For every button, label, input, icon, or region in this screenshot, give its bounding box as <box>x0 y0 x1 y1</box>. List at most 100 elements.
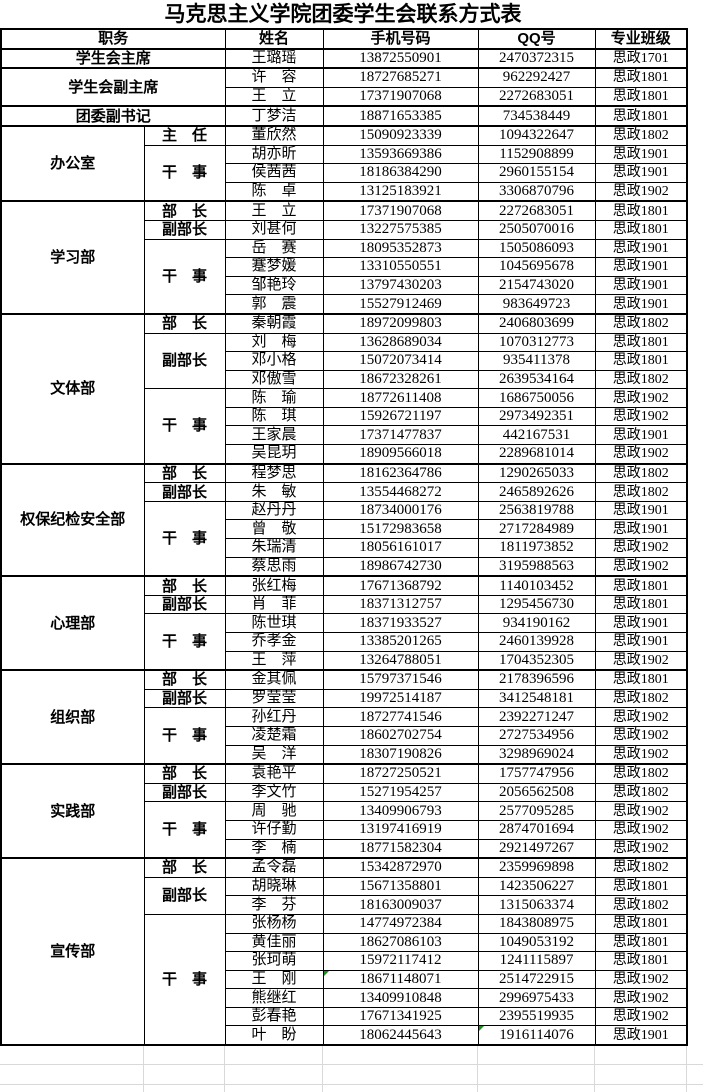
cell-phone[interactable]: 17371907068 <box>322 200 479 221</box>
cell-role[interactable]: 副部长 <box>143 482 226 502</box>
cell-class[interactable]: 思政1801 <box>594 67 688 88</box>
cell-qq[interactable]: 2272683051 <box>477 86 596 107</box>
cell-qq[interactable]: 2460139928 <box>477 632 596 652</box>
cell-name[interactable]: 张杨杨 <box>224 913 324 934</box>
cell-class[interactable]: 思政1802 <box>594 312 688 334</box>
cell-class[interactable]: 思政1902 <box>594 819 688 840</box>
cell-phone[interactable]: 13797430203 <box>322 275 479 296</box>
cell-qq[interactable]: 2921497267 <box>477 838 596 859</box>
cell-name[interactable]: 刘甚何 <box>224 219 324 240</box>
cell-name[interactable]: 侯茜茜 <box>224 163 324 183</box>
cell-qq[interactable]: 2973492351 <box>477 406 596 427</box>
cell-qq[interactable]: 2505070016 <box>477 219 596 240</box>
cell-role[interactable]: 干 事 <box>143 500 226 577</box>
cell-phone[interactable]: 13197416919 <box>322 819 479 840</box>
cell-qq[interactable]: 3412548181 <box>477 688 596 709</box>
cell-qq[interactable]: 1505086093 <box>477 238 596 259</box>
cell-name[interactable]: 孙红丹 <box>224 707 324 727</box>
cell-class[interactable]: 思政1802 <box>594 782 688 803</box>
cell-name[interactable]: 岳 赛 <box>224 238 324 259</box>
cell-phone[interactable]: 18307190826 <box>322 744 479 765</box>
cell-class[interactable]: 思政1802 <box>594 369 688 390</box>
cell-qq[interactable]: 3298969024 <box>477 744 596 765</box>
cell-class[interactable]: 思政1901 <box>594 632 688 652</box>
cell-qq[interactable]: 2563819788 <box>477 500 596 521</box>
cell-qq[interactable]: 1704352305 <box>477 650 596 671</box>
cell-phone[interactable]: 18186384290 <box>322 163 479 183</box>
cell-phone[interactable]: 13310550551 <box>322 257 479 277</box>
cell-qq[interactable]: 1843808975 <box>477 913 596 934</box>
cell-phone[interactable]: 18986742730 <box>322 556 479 577</box>
cell-role[interactable]: 干 事 <box>143 707 226 765</box>
cell-qq[interactable]: 1295456730 <box>477 594 596 615</box>
cell-class[interactable]: 思政1902 <box>594 406 688 427</box>
cell-qq[interactable]: 3195988563 <box>477 556 596 577</box>
cell-phone[interactable]: 18909566018 <box>322 444 479 465</box>
cell-phone[interactable]: 19972514187 <box>322 688 479 709</box>
cell-position[interactable]: 学习部 <box>0 200 145 315</box>
cell-name[interactable]: 张珂萌 <box>224 951 324 971</box>
header-col-phone[interactable]: 手机号码 <box>322 28 479 50</box>
cell-phone[interactable]: 18727741546 <box>322 707 479 727</box>
cell-name[interactable]: 金其佩 <box>224 669 324 690</box>
cell-class[interactable]: 思政1801 <box>594 200 688 221</box>
cell-qq[interactable]: 1140103452 <box>477 575 596 596</box>
cell-phone[interactable]: 15342872970 <box>322 857 479 878</box>
cell-phone[interactable]: 15797371546 <box>322 669 479 690</box>
cell-class[interactable]: 思政1701 <box>594 47 688 69</box>
cell-phone[interactable]: 15090923339 <box>322 124 479 146</box>
cell-qq[interactable]: 2470372315 <box>477 47 596 69</box>
cell-class[interactable]: 思政1901 <box>594 500 688 521</box>
cell-class[interactable]: 思政1902 <box>594 988 688 1008</box>
cell-class[interactable]: 思政1902 <box>594 538 688 558</box>
cell-class[interactable]: 思政1801 <box>594 876 688 897</box>
cell-phone[interactable]: 18162364786 <box>322 462 479 484</box>
cell-position[interactable]: 组织部 <box>0 669 145 765</box>
cell-qq[interactable]: 1290265033 <box>477 462 596 484</box>
cell-name[interactable]: 陈 瑜 <box>224 388 324 408</box>
cell-qq[interactable]: 2178396596 <box>477 669 596 690</box>
cell-class[interactable]: 思政1901 <box>594 163 688 183</box>
cell-role[interactable]: 部 长 <box>143 200 226 221</box>
cell-qq[interactable]: 2289681014 <box>477 444 596 465</box>
cell-role[interactable]: 副部长 <box>143 782 226 803</box>
cell-class[interactable]: 思政1802 <box>594 124 688 146</box>
cell-name[interactable]: 李文竹 <box>224 782 324 803</box>
cell-phone[interactable]: 15271954257 <box>322 782 479 803</box>
cell-phone[interactable]: 13872550901 <box>322 47 479 69</box>
cell-role[interactable]: 部 长 <box>143 763 226 784</box>
cell-qq[interactable]: 1094322647 <box>477 124 596 146</box>
cell-phone[interactable]: 15671358801 <box>322 876 479 897</box>
cell-class[interactable]: 思政1901 <box>594 238 688 259</box>
cell-name[interactable]: 陈 琪 <box>224 406 324 427</box>
cell-name[interactable]: 孟令磊 <box>224 857 324 878</box>
cell-class[interactable]: 思政1901 <box>594 425 688 446</box>
cell-name[interactable]: 王家晨 <box>224 425 324 446</box>
cell-phone[interactable]: 15972117412 <box>322 951 479 971</box>
cell-class[interactable]: 思政1801 <box>594 575 688 596</box>
header-col-position[interactable]: 职务 <box>0 28 226 50</box>
cell-qq[interactable]: 1686750056 <box>477 388 596 408</box>
cell-role[interactable]: 部 长 <box>143 312 226 334</box>
cell-name[interactable]: 秦朝霞 <box>224 312 324 334</box>
cell-class[interactable]: 思政1801 <box>594 86 688 107</box>
cell-class[interactable]: 思政1801 <box>594 932 688 953</box>
cell-qq[interactable]: 2392271247 <box>477 707 596 727</box>
cell-qq[interactable]: 2577095285 <box>477 801 596 821</box>
cell-qq[interactable]: 935411378 <box>477 351 596 371</box>
cell-phone[interactable]: 18062445643 <box>322 1025 479 1046</box>
cell-name[interactable]: 胡亦昕 <box>224 144 324 165</box>
cell-name[interactable]: 李 楠 <box>224 838 324 859</box>
cell-class[interactable]: 思政1802 <box>594 895 688 915</box>
cell-class[interactable]: 思政1801 <box>594 669 688 690</box>
cell-class[interactable]: 思政1902 <box>594 444 688 465</box>
cell-qq[interactable]: 2874701694 <box>477 819 596 840</box>
cell-name[interactable]: 程梦思 <box>224 462 324 484</box>
cell-role[interactable]: 干 事 <box>143 388 226 465</box>
cell-phone[interactable]: 18772611408 <box>322 388 479 408</box>
cell-role[interactable]: 干 事 <box>143 144 226 202</box>
cell-phone[interactable]: 14774972384 <box>322 913 479 934</box>
cell-position[interactable]: 团委副书记 <box>0 105 226 127</box>
cell-name[interactable]: 彭春艳 <box>224 1006 324 1027</box>
cell-name[interactable]: 吴昆玥 <box>224 444 324 465</box>
